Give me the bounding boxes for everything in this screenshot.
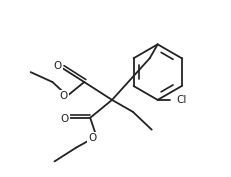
Text: O: O	[88, 133, 96, 143]
Text: O: O	[60, 114, 69, 124]
Text: Cl: Cl	[176, 95, 187, 105]
Text: O: O	[53, 61, 62, 71]
Text: O: O	[59, 91, 67, 101]
